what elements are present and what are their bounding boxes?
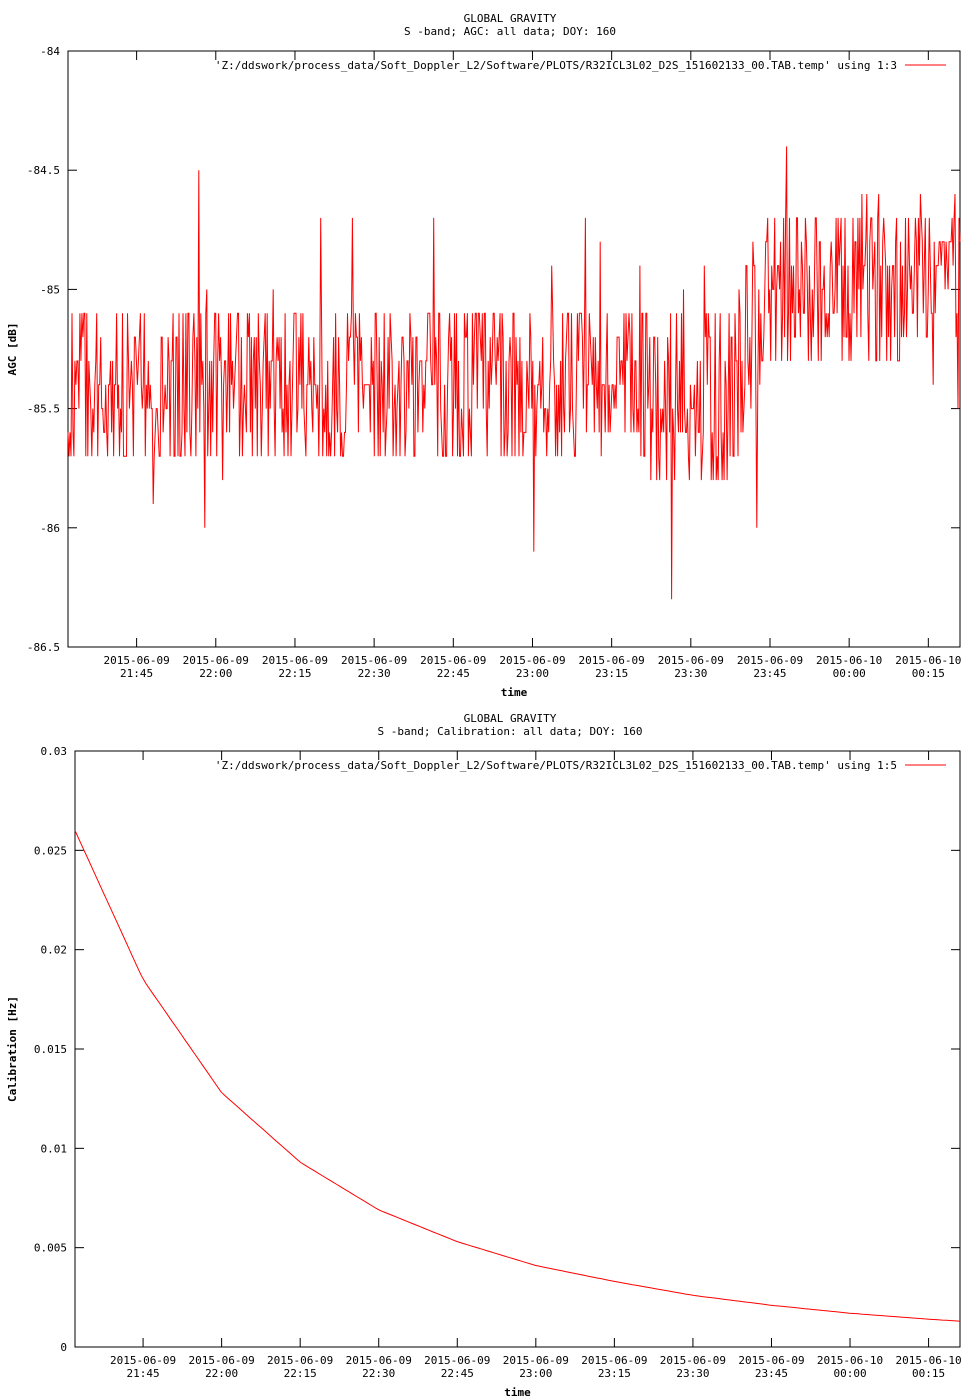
y-tick-label: -86.5 xyxy=(27,641,60,654)
x-tick-date: 2015-06-09 xyxy=(262,654,328,667)
y-tick-label: -85.5 xyxy=(27,403,60,416)
x-tick-date: 2015-06-09 xyxy=(189,1354,255,1367)
y-tick-label: -84.5 xyxy=(27,164,60,177)
x-tick-date: 2015-06-09 xyxy=(581,1354,647,1367)
legend-label: 'Z:/ddswork/process_data/Soft_Doppler_L2… xyxy=(215,59,897,72)
x-tick-date: 2015-06-09 xyxy=(660,1354,726,1367)
y-tick-label: 0.01 xyxy=(41,1142,68,1155)
x-tick-time: 23:00 xyxy=(516,667,549,680)
x-tick-date: 2015-06-09 xyxy=(420,654,486,667)
chart-subtitle: S -band; Calibration: all data; DOY: 160 xyxy=(378,725,643,738)
plot-frame xyxy=(67,50,961,648)
x-tick-time: 22:30 xyxy=(358,667,391,680)
y-axis-label: Calibration [Hz] xyxy=(6,996,19,1102)
x-tick-date: 2015-06-09 xyxy=(737,654,803,667)
x-tick-date: 2015-06-09 xyxy=(658,654,724,667)
x-axis-label: time xyxy=(504,1386,531,1399)
y-tick-label: 0.005 xyxy=(34,1242,67,1255)
series-line xyxy=(74,830,961,1322)
x-tick-date: 2015-06-10 xyxy=(816,654,882,667)
x-tick-time: 22:45 xyxy=(441,1367,474,1380)
y-tick-label: -86 xyxy=(40,522,60,535)
x-tick-time: 23:00 xyxy=(519,1367,552,1380)
x-tick-time: 23:30 xyxy=(676,1367,709,1380)
x-tick-date: 2015-06-10 xyxy=(817,1354,883,1367)
x-tick-date: 2015-06-09 xyxy=(503,1354,569,1367)
x-tick-time: 21:45 xyxy=(120,667,153,680)
x-tick-date: 2015-06-09 xyxy=(579,654,645,667)
x-tick-time: 22:15 xyxy=(278,667,311,680)
x-tick-time: 23:45 xyxy=(755,1367,788,1380)
x-tick-time: 22:00 xyxy=(205,1367,238,1380)
chart-title: GLOBAL GRAVITY xyxy=(464,12,557,25)
x-tick-time: 00:15 xyxy=(912,1367,945,1380)
y-tick-label: -85 xyxy=(40,283,60,296)
x-tick-time: 00:15 xyxy=(912,667,945,680)
y-axis-label: AGC [dB] xyxy=(6,323,19,376)
x-tick-time: 22:15 xyxy=(284,1367,317,1380)
x-tick-date: 2015-06-09 xyxy=(346,1354,412,1367)
x-axis-label: time xyxy=(501,686,528,699)
x-tick-date: 2015-06-09 xyxy=(341,654,407,667)
chart-subtitle: S -band; AGC: all data; DOY: 160 xyxy=(404,25,616,38)
y-tick-label: 0.03 xyxy=(41,745,68,758)
x-tick-date: 2015-06-09 xyxy=(738,1354,804,1367)
x-tick-date: 2015-06-09 xyxy=(499,654,565,667)
y-tick-label: -84 xyxy=(40,45,60,58)
x-tick-time: 23:15 xyxy=(595,667,628,680)
x-tick-date: 2015-06-09 xyxy=(183,654,249,667)
x-tick-date: 2015-06-10 xyxy=(895,1354,961,1367)
chart-title: GLOBAL GRAVITY xyxy=(464,712,557,725)
x-tick-date: 2015-06-09 xyxy=(267,1354,333,1367)
x-tick-date: 2015-06-09 xyxy=(110,1354,176,1367)
legend-label: 'Z:/ddswork/process_data/Soft_Doppler_L2… xyxy=(215,759,897,772)
x-tick-time: 00:00 xyxy=(833,1367,866,1380)
x-tick-time: 23:45 xyxy=(753,667,786,680)
x-tick-date: 2015-06-10 xyxy=(895,654,961,667)
x-tick-time: 21:45 xyxy=(127,1367,160,1380)
x-tick-date: 2015-06-09 xyxy=(424,1354,490,1367)
y-tick-label: 0.015 xyxy=(34,1043,67,1056)
y-tick-label: 0 xyxy=(60,1341,67,1354)
x-tick-time: 22:45 xyxy=(437,667,470,680)
x-tick-time: 22:00 xyxy=(199,667,232,680)
x-tick-time: 23:15 xyxy=(598,1367,631,1380)
x-tick-date: 2015-06-09 xyxy=(103,654,169,667)
plot-frame xyxy=(74,750,961,1348)
series-line xyxy=(67,146,961,600)
x-tick-time: 22:30 xyxy=(362,1367,395,1380)
y-tick-label: 0.025 xyxy=(34,844,67,857)
y-tick-label: 0.02 xyxy=(41,944,68,957)
x-tick-time: 00:00 xyxy=(833,667,866,680)
x-tick-time: 23:30 xyxy=(674,667,707,680)
